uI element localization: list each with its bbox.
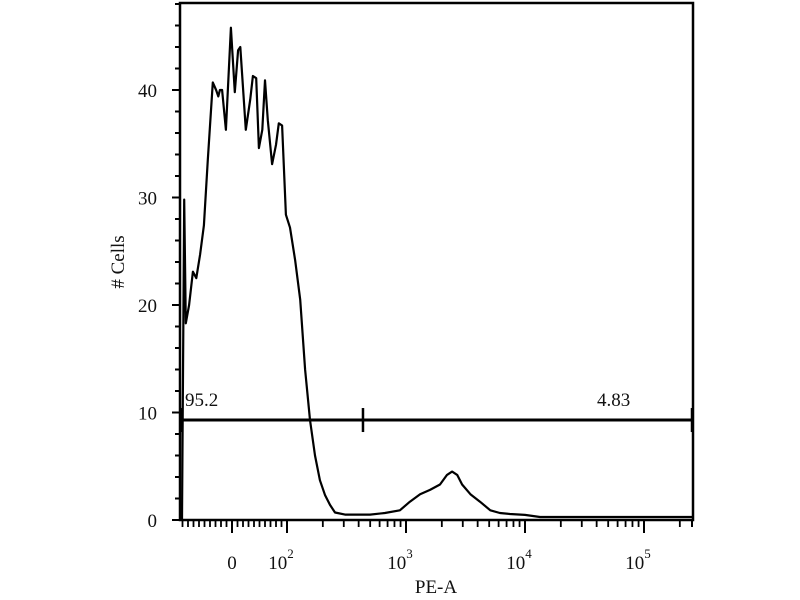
y-tick-label: 20	[138, 296, 157, 317]
gate-right-label: 4.83	[597, 390, 630, 411]
x-tick-exponent: 3	[406, 546, 413, 561]
x-tick-label: 105	[625, 546, 651, 574]
x-tick-exponent: 4	[525, 546, 532, 561]
y-tick-label: 30	[138, 189, 157, 210]
y-axis-label: # Cells	[108, 235, 129, 288]
x-tick-label: 103	[387, 546, 413, 574]
gate-bar[interactable]	[180, 408, 694, 433]
y-axis: 0 10 20 30 40	[138, 3, 180, 532]
x-tick-label: 0	[227, 553, 237, 574]
x-tick-exponent: 2	[287, 546, 294, 561]
x-axis-label: PE-A	[415, 577, 458, 598]
x-tick-label: 104	[506, 546, 532, 574]
gate-left-label: 95.2	[185, 390, 218, 411]
y-tick-label: 0	[148, 511, 158, 532]
y-tick-label: 40	[138, 81, 157, 102]
y-tick-label: 10	[138, 404, 157, 425]
x-tick-label: 102	[268, 546, 294, 574]
histogram-line	[180, 26, 694, 521]
x-tick-exponent: 5	[644, 546, 651, 561]
x-axis: 0 102 103 104 105	[181, 520, 693, 574]
